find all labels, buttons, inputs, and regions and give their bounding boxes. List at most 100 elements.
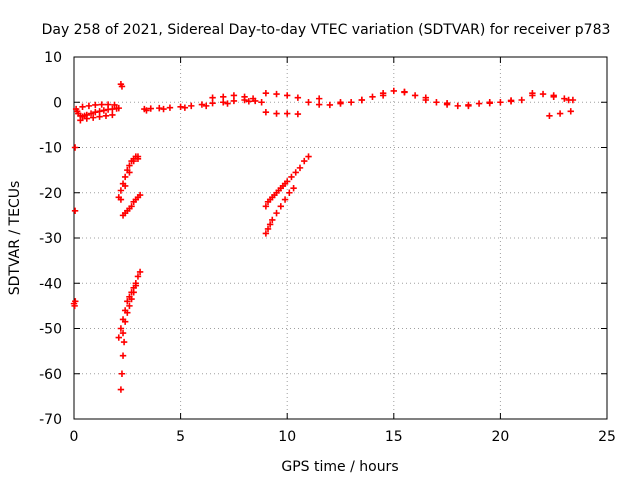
data-point [198,101,206,108]
data-point [224,100,231,107]
data-point [77,117,84,124]
data-point [102,112,110,120]
data-point [136,191,144,199]
data-point [294,110,302,118]
chart-title: Day 258 of 2021, Sidereal Day-to-day VTE… [42,22,611,38]
data-point [284,92,291,99]
data-point [561,95,568,102]
data-point [411,92,419,99]
data-point [96,108,103,115]
y-tick-label: -30 [39,231,62,247]
data-point [117,386,125,393]
data-point [130,289,137,296]
data-point [79,103,86,110]
data-point [264,225,272,233]
data-point [465,102,472,110]
data-points [70,80,577,393]
data-point [269,216,276,224]
data-point [245,98,253,105]
data-point [258,99,265,106]
data-point [262,90,270,97]
data-point [117,196,125,203]
data-point [230,97,238,105]
data-point [281,196,289,203]
data-point [119,329,127,337]
plot-frame [73,56,608,420]
data-point [262,203,270,210]
data-point [134,153,142,160]
data-point [85,102,93,110]
data-point [209,99,216,107]
data-point [130,157,137,165]
data-point [486,99,493,107]
data-point [556,110,564,117]
data-point [209,94,216,101]
data-point [539,90,547,98]
data-point [71,144,79,151]
data-point [284,178,291,185]
data-point [315,95,323,102]
data-point [126,169,133,176]
data-point [273,209,280,217]
data-point [98,101,105,108]
data-point [286,189,293,196]
data-point [126,162,133,169]
data-point [89,114,97,121]
data-point [358,96,366,104]
data-point [288,173,295,181]
data-point [273,110,280,117]
y-tick-label: -10 [39,141,62,157]
data-point [118,83,126,90]
y-tick-label: -60 [39,367,62,383]
data-point [529,90,536,97]
data-point [230,92,238,99]
data-point [241,93,248,101]
data-point [220,99,227,106]
data-point [305,153,312,160]
data-point [124,309,131,316]
data-point [433,99,440,106]
data-point [119,352,127,359]
x-axis-label: GPS time / hours [281,459,398,475]
data-point [111,101,118,109]
x-tick-label: 20 [491,429,509,445]
data-point [121,182,129,190]
data-point [87,110,95,117]
data-point [249,95,257,102]
series-evening-band [262,87,577,120]
data-point [156,104,163,112]
data-point [565,96,572,104]
data-point [136,268,144,276]
data-point [202,102,210,110]
data-point [315,101,323,108]
data-point [134,273,142,280]
data-point [160,105,167,113]
data-point [305,99,312,106]
x-tick-label: 25 [598,429,616,445]
axis-ticks: 0 5 10 15 20 25 10 0 -10 -20 -30 -40 -50 -60 -70 [39,50,616,445]
series-steep-track-a [115,153,142,203]
x-tick-label: 5 [176,429,185,445]
data-point [100,107,108,114]
data-point [120,338,128,346]
data-point [290,185,297,192]
data-point [115,104,122,112]
series-deep-track [115,268,144,393]
data-point [124,298,131,305]
data-point [92,101,99,109]
data-point [284,110,291,117]
data-point [294,94,302,101]
data-point [301,157,308,165]
series-early-segment [72,101,122,124]
data-point [177,103,184,110]
x-tick-label: 15 [385,429,403,445]
data-point [518,96,525,104]
data-point [128,295,135,303]
data-point [72,298,79,305]
y-tick-label: -20 [39,186,62,202]
y-tick-label: 10 [44,50,62,66]
data-point [369,93,376,101]
y-tick-label: -70 [39,412,62,428]
data-point [507,97,515,104]
